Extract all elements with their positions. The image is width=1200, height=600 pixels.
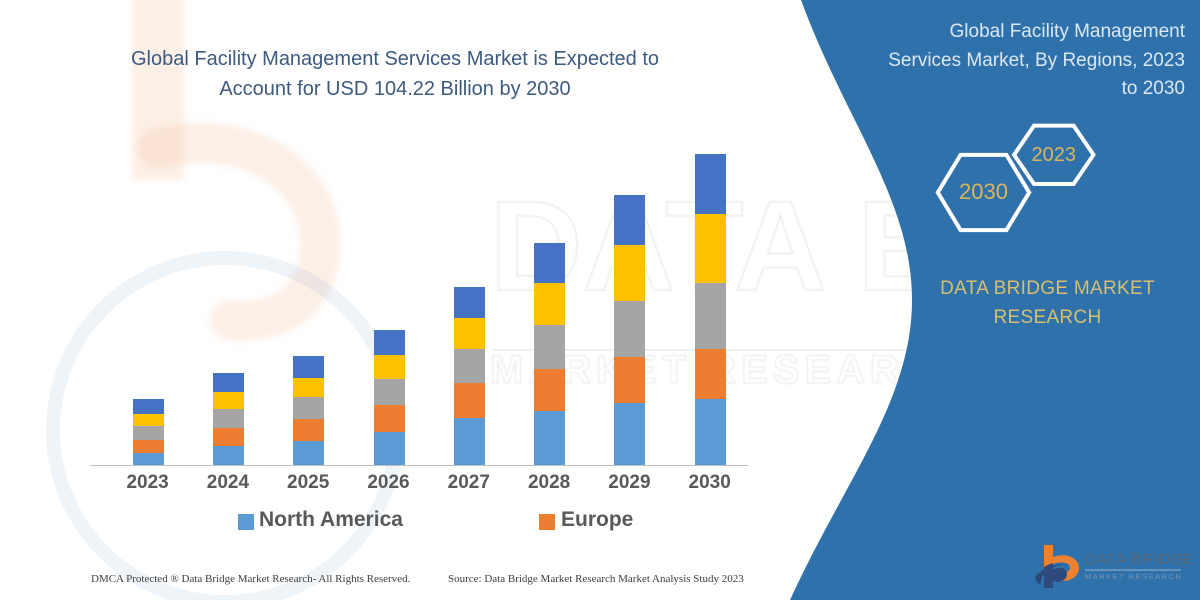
svg-text:MARKET RESEARCH: MARKET RESEARCH [1085,572,1182,581]
svg-text:DATA BRIDGE: DATA BRIDGE [1085,551,1193,568]
